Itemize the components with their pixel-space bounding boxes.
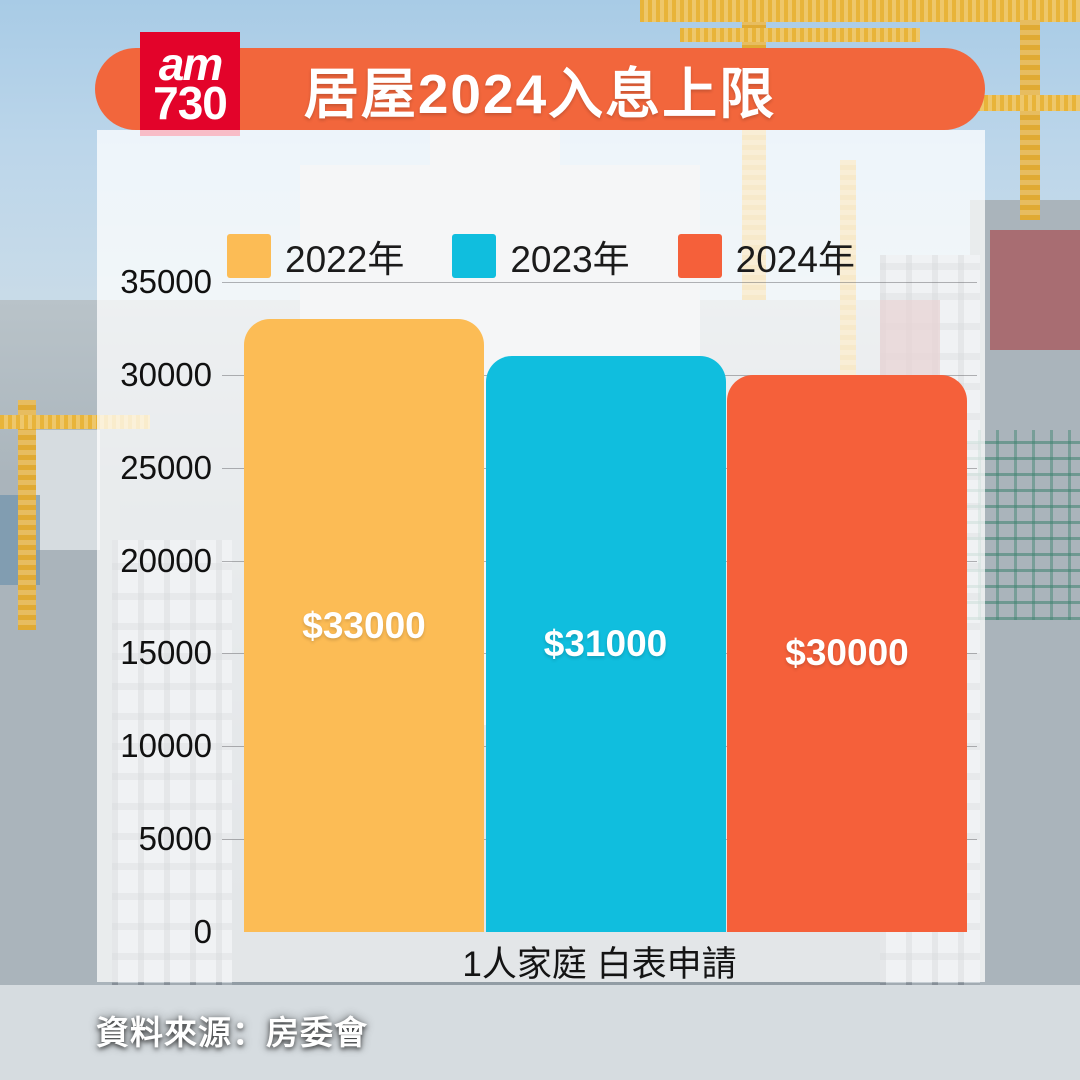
- legend-swatch-2023: [452, 234, 497, 278]
- legend-item-2024: 2024年: [677, 229, 855, 283]
- gridline: [222, 282, 977, 283]
- crane-jib: [680, 28, 920, 42]
- building-panel: [990, 230, 1080, 350]
- plot-area: 35000 30000 25000 20000 15000 10000 5000 0 $330…: [97, 263, 985, 950]
- logo-text-am: am: [158, 38, 224, 91]
- crane-jib: [640, 0, 1080, 22]
- y-axis-tick-label: 5000: [138, 820, 212, 858]
- bar-value-label: $33000: [302, 604, 426, 646]
- bar: $31000: [485, 356, 726, 932]
- y-axis: 35000 30000 25000 20000 15000 10000 5000 0: [97, 263, 222, 950]
- legend-item-2023: 2023年: [452, 229, 630, 283]
- bar-column-2023年: $31000: [485, 356, 726, 932]
- crane-jib: [960, 95, 1080, 111]
- chart-panel: 2022年 2023年 2024年 35000 30000 25000 20000 15…: [97, 130, 985, 984]
- bar-value-label: $30000: [785, 632, 909, 674]
- y-axis-tick-label: 25000: [120, 448, 212, 486]
- bar-value-label: $31000: [543, 623, 668, 665]
- bar-column-2024年: $30000: [727, 374, 967, 932]
- bar: $33000: [244, 319, 484, 932]
- legend-item-2022: 2022年: [227, 229, 404, 283]
- bar: $30000: [727, 374, 967, 932]
- header-banner: [95, 48, 985, 130]
- y-axis-tick-label: 20000: [120, 541, 212, 579]
- crane-mast: [1020, 20, 1040, 220]
- bar-group: $33000 $31000 $30000: [222, 282, 985, 932]
- y-axis-tick-label: 30000: [120, 355, 212, 393]
- legend-swatch-2022: [227, 234, 272, 278]
- chart-legend: 2022年 2023年 2024年: [97, 230, 985, 282]
- building: [30, 430, 100, 550]
- building: [0, 985, 1080, 1080]
- y-axis-tick-label: 10000: [120, 727, 212, 765]
- x-axis-label: 1人家庭 白表申請: [462, 945, 737, 984]
- y-axis-tick-label: 15000: [120, 634, 212, 672]
- am730-logo: am 730: [140, 32, 240, 136]
- crane-mast: [18, 400, 36, 630]
- bar-column-2022年: $33000: [244, 319, 484, 932]
- legend-label-2024: 2024年: [735, 239, 855, 280]
- legend-swatch-2024: [677, 234, 722, 278]
- source-note: 資料來源：房委會: [96, 1014, 368, 1051]
- y-axis-tick-label: 35000: [120, 263, 212, 300]
- legend-label-2023: 2023年: [510, 239, 630, 280]
- page-title: 居屋2024入息上限: [303, 63, 777, 125]
- logo-text-730: 730: [153, 77, 228, 129]
- y-axis-tick-label: 0: [193, 913, 212, 950]
- legend-label-2022: 2022年: [285, 239, 405, 280]
